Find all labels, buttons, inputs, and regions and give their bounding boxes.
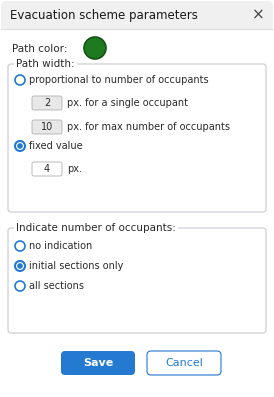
FancyBboxPatch shape	[8, 64, 266, 212]
Circle shape	[17, 143, 23, 149]
Text: Evacuation scheme parameters: Evacuation scheme parameters	[10, 8, 198, 21]
FancyBboxPatch shape	[32, 120, 62, 134]
FancyBboxPatch shape	[1, 14, 273, 29]
FancyBboxPatch shape	[1, 1, 273, 29]
Text: px.: px.	[67, 164, 82, 174]
Text: no indication: no indication	[29, 241, 92, 251]
Text: Save: Save	[83, 358, 113, 368]
Text: 10: 10	[41, 122, 53, 132]
FancyBboxPatch shape	[61, 351, 135, 375]
Text: all sections: all sections	[29, 281, 84, 291]
Text: Path color:: Path color:	[12, 44, 67, 54]
Text: proportional to number of occupants: proportional to number of occupants	[29, 75, 209, 85]
FancyBboxPatch shape	[32, 96, 62, 110]
Text: px. for max number of occupants: px. for max number of occupants	[67, 122, 230, 132]
Text: Indicate number of occupants:: Indicate number of occupants:	[16, 223, 176, 233]
Text: Cancel: Cancel	[165, 358, 203, 368]
FancyBboxPatch shape	[32, 162, 62, 176]
Text: 4: 4	[44, 164, 50, 174]
Text: ×: ×	[252, 8, 264, 23]
Text: px. for a single occupant: px. for a single occupant	[67, 98, 188, 108]
Circle shape	[15, 261, 25, 271]
Circle shape	[84, 37, 106, 59]
Text: Path width:: Path width:	[16, 59, 75, 69]
Circle shape	[15, 241, 25, 251]
Circle shape	[15, 281, 25, 291]
Text: 2: 2	[44, 98, 50, 108]
FancyBboxPatch shape	[8, 228, 266, 333]
Circle shape	[17, 263, 23, 269]
Text: fixed value: fixed value	[29, 141, 83, 151]
Text: initial sections only: initial sections only	[29, 261, 123, 271]
FancyBboxPatch shape	[147, 351, 221, 375]
Circle shape	[15, 141, 25, 151]
Circle shape	[15, 75, 25, 85]
